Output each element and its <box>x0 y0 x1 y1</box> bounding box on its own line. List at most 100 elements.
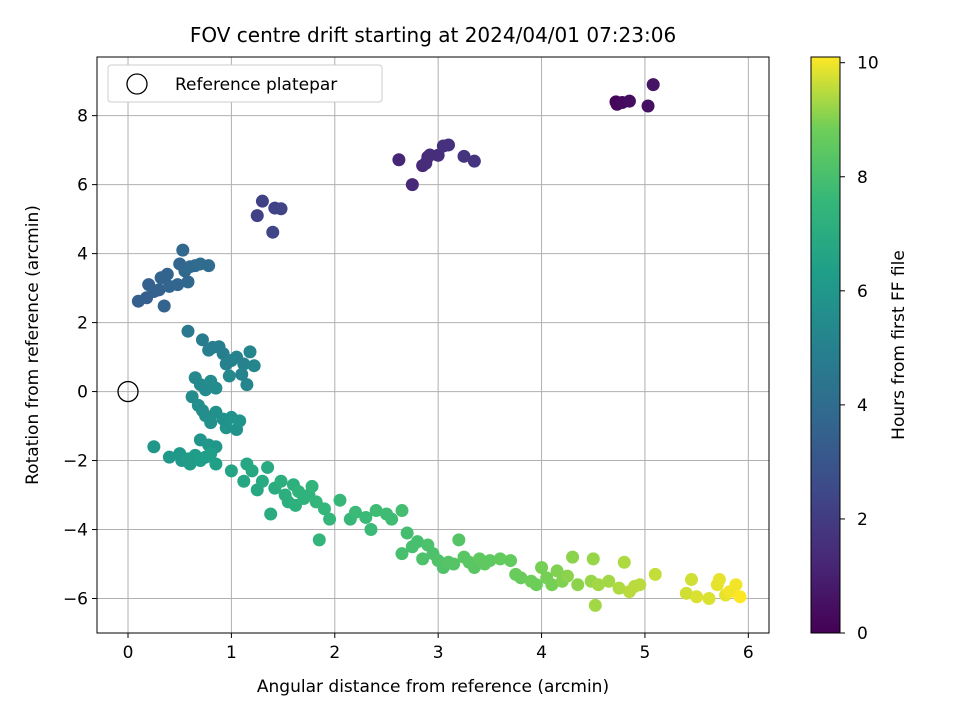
data-point <box>712 573 726 587</box>
plot-frame <box>96 56 770 634</box>
data-point <box>255 474 269 488</box>
x-tick-label: 4 <box>536 643 547 663</box>
data-point <box>416 552 430 566</box>
x-tick-label: 0 <box>123 643 134 663</box>
data-point <box>274 474 288 488</box>
y-tick-label: 2 <box>77 314 88 334</box>
colorbar-ticks: 0 2 4 6 8 10 <box>840 54 879 644</box>
legend-marker <box>126 73 148 95</box>
data-point <box>157 299 171 313</box>
x-tick-label: 5 <box>640 643 651 663</box>
y-axis-ticks: −6 −4 −2 0 2 4 6 8 <box>63 107 97 610</box>
data-point <box>240 378 254 392</box>
data-point <box>566 550 580 564</box>
data-point <box>312 533 326 547</box>
x-axis-label: Angular distance from reference (arcmin) <box>257 677 609 697</box>
x-tick-label: 1 <box>226 643 237 663</box>
colorbar-label: Hours from first FF file <box>889 250 909 440</box>
colorbar-tick-label: 6 <box>857 282 868 302</box>
data-point <box>702 592 716 606</box>
data-point <box>152 283 166 297</box>
data-point <box>514 571 528 585</box>
y-tick-label: 0 <box>77 383 88 403</box>
data-point <box>452 533 466 547</box>
data-point <box>237 357 251 371</box>
data-point <box>235 367 249 381</box>
data-point <box>255 194 269 208</box>
reference-marker <box>117 380 139 403</box>
data-point <box>729 578 743 592</box>
data-point <box>274 202 288 216</box>
x-tick-label: 3 <box>433 643 444 663</box>
data-point <box>224 464 238 478</box>
data-point <box>405 178 419 192</box>
data-point <box>457 149 471 163</box>
data-point <box>410 535 424 549</box>
data-point <box>181 275 195 289</box>
y-axis-label: Rotation from reference (arcmin) <box>23 205 43 485</box>
data-point <box>359 510 373 524</box>
chart-title: FOV centre drift starting at 2024/04/01 … <box>190 23 676 47</box>
x-tick-label: 6 <box>743 643 754 663</box>
data-point <box>395 504 409 518</box>
data-point <box>617 555 631 569</box>
legend-label: Reference platepar <box>175 75 337 95</box>
colorbar-gradient <box>810 56 841 634</box>
legend-box <box>107 64 383 103</box>
data-point <box>586 552 600 566</box>
y-tick-label: 4 <box>77 245 88 265</box>
data-point <box>447 557 461 571</box>
data-point <box>147 440 161 454</box>
data-point <box>467 154 481 168</box>
data-point <box>612 581 626 595</box>
colorbar-tick-label: 10 <box>857 54 879 74</box>
colorbar-tick-label: 0 <box>857 624 868 644</box>
data-point <box>588 598 602 612</box>
data-point <box>641 99 655 113</box>
data-point <box>646 78 660 92</box>
y-tick-label: −2 <box>63 452 88 472</box>
data-point <box>219 421 233 435</box>
data-point <box>176 243 190 257</box>
scatter-points <box>131 78 747 612</box>
data-point <box>264 507 278 521</box>
data-point <box>209 381 223 395</box>
y-tick-label: −6 <box>63 590 88 610</box>
data-point <box>633 578 647 592</box>
data-point <box>529 578 543 592</box>
data-point <box>400 526 414 540</box>
reference-marker-group <box>117 380 139 403</box>
data-point <box>250 209 264 223</box>
data-point <box>317 502 331 516</box>
data-point <box>305 479 319 493</box>
data-point <box>504 554 518 568</box>
data-point <box>247 359 261 373</box>
data-point <box>392 153 406 167</box>
colorbar-tick-label: 2 <box>857 510 868 530</box>
data-point <box>222 369 236 383</box>
colorbar-tick-label: 4 <box>857 396 868 416</box>
y-tick-label: 6 <box>77 176 88 196</box>
data-point <box>571 578 585 592</box>
data-point <box>261 460 275 474</box>
data-point <box>171 278 185 292</box>
data-point <box>323 512 337 526</box>
data-point <box>622 94 636 108</box>
data-point <box>348 505 362 519</box>
data-point <box>237 474 251 488</box>
data-point <box>202 259 216 273</box>
data-point <box>195 333 209 347</box>
data-point <box>648 567 662 581</box>
data-point <box>560 569 574 583</box>
y-tick-label: 8 <box>77 107 88 127</box>
data-point <box>690 590 704 604</box>
data-point <box>266 225 280 239</box>
x-axis-ticks: 0 1 2 3 4 5 6 <box>123 633 754 663</box>
colorbar: 0 2 4 6 8 10 Hours from first FF file <box>810 54 909 644</box>
colorbar-tick-label: 8 <box>857 168 868 188</box>
data-point <box>364 523 378 537</box>
data-point <box>395 547 409 561</box>
data-point <box>545 578 559 592</box>
data-point <box>550 564 564 578</box>
